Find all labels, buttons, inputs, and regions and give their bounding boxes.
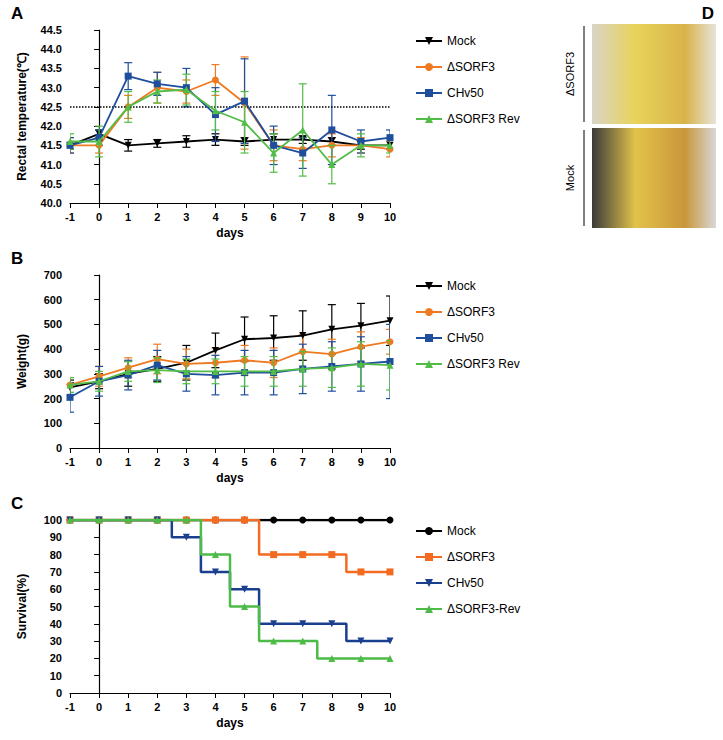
svg-text:600: 600 (44, 294, 62, 306)
svg-text:41.0: 41.0 (41, 159, 62, 171)
svg-text:4: 4 (212, 456, 219, 468)
svg-text:30: 30 (50, 635, 62, 647)
svg-text:0: 0 (56, 442, 62, 454)
svg-text:50: 50 (50, 601, 62, 613)
svg-text:100: 100 (44, 417, 62, 429)
svg-text:-1: -1 (65, 701, 75, 713)
svg-text:10: 10 (384, 456, 396, 468)
svg-text:CHv50: CHv50 (447, 86, 484, 100)
svg-text:C: C (11, 494, 23, 513)
svg-text:4: 4 (212, 701, 219, 713)
svg-text:Mock: Mock (447, 34, 477, 48)
svg-text:43.0: 43.0 (41, 82, 62, 94)
svg-text:43.5: 43.5 (41, 62, 62, 74)
svg-text:Mock: Mock (564, 164, 576, 191)
svg-text:ΔSORF3 Rev: ΔSORF3 Rev (447, 112, 520, 126)
svg-text:20: 20 (50, 652, 62, 664)
svg-text:44.0: 44.0 (41, 43, 62, 55)
svg-text:ΔSORF3: ΔSORF3 (447, 305, 495, 319)
svg-text:days: days (216, 716, 244, 730)
svg-text:8: 8 (329, 456, 335, 468)
svg-text:8: 8 (329, 701, 335, 713)
svg-text:500: 500 (44, 318, 62, 330)
svg-text:2: 2 (154, 456, 160, 468)
svg-text:days: days (216, 471, 244, 485)
svg-text:40: 40 (50, 618, 62, 630)
svg-text:1: 1 (125, 701, 131, 713)
svg-text:80: 80 (50, 549, 62, 561)
svg-text:200: 200 (44, 393, 62, 405)
svg-text:700: 700 (44, 269, 62, 281)
svg-text:5: 5 (241, 456, 247, 468)
svg-text:10: 10 (50, 670, 62, 682)
svg-text:6: 6 (271, 456, 277, 468)
svg-text:ΔSORF3: ΔSORF3 (447, 550, 495, 564)
svg-text:7: 7 (300, 456, 306, 468)
svg-text:3: 3 (183, 211, 189, 223)
svg-text:D: D (702, 4, 714, 23)
svg-text:300: 300 (44, 368, 62, 380)
svg-text:40.0: 40.0 (41, 197, 62, 209)
svg-text:0: 0 (96, 456, 102, 468)
svg-text:0: 0 (96, 211, 102, 223)
svg-text:10: 10 (384, 211, 396, 223)
svg-text:40.5: 40.5 (41, 178, 62, 190)
svg-text:-1: -1 (65, 456, 75, 468)
svg-text:0: 0 (56, 687, 62, 699)
svg-text:0: 0 (96, 701, 102, 713)
svg-text:ΔSORF3: ΔSORF3 (447, 60, 495, 74)
svg-text:9: 9 (358, 211, 364, 223)
svg-text:8: 8 (329, 211, 335, 223)
svg-text:90: 90 (50, 531, 62, 543)
svg-text:42.0: 42.0 (41, 120, 62, 132)
svg-text:7: 7 (300, 701, 306, 713)
svg-text:CHv50: CHv50 (447, 576, 484, 590)
svg-text:Survival(%): Survival(%) (15, 574, 29, 639)
svg-text:7: 7 (300, 211, 306, 223)
svg-text:9: 9 (358, 701, 364, 713)
svg-text:6: 6 (271, 701, 277, 713)
svg-text:Rectal temperature(℃): Rectal temperature(℃) (15, 52, 29, 181)
svg-text:Weight(g): Weight(g) (15, 334, 29, 389)
svg-text:5: 5 (241, 211, 247, 223)
svg-text:4: 4 (212, 211, 219, 223)
svg-text:100: 100 (44, 514, 62, 526)
svg-text:-1: -1 (65, 211, 75, 223)
svg-text:1: 1 (125, 456, 131, 468)
svg-text:ΔSORF3-Rev: ΔSORF3-Rev (447, 602, 520, 616)
svg-text:2: 2 (154, 701, 160, 713)
svg-text:days: days (216, 226, 244, 240)
svg-text:Mock: Mock (447, 279, 477, 293)
svg-text:44.5: 44.5 (41, 24, 62, 36)
svg-text:B: B (11, 249, 23, 268)
svg-text:400: 400 (44, 343, 62, 355)
svg-text:CHv50: CHv50 (447, 331, 484, 345)
svg-text:9: 9 (358, 456, 364, 468)
svg-text:Mock: Mock (447, 524, 477, 538)
svg-text:60: 60 (50, 583, 62, 595)
svg-text:42.5: 42.5 (41, 101, 62, 113)
svg-text:1: 1 (125, 211, 131, 223)
svg-text:2: 2 (154, 211, 160, 223)
svg-text:3: 3 (183, 701, 189, 713)
svg-text:5: 5 (241, 701, 247, 713)
svg-text:3: 3 (183, 456, 189, 468)
svg-text:10: 10 (384, 701, 396, 713)
svg-text:A: A (11, 4, 23, 23)
svg-text:ΔSORF3: ΔSORF3 (564, 52, 576, 96)
svg-text:41.5: 41.5 (41, 139, 62, 151)
svg-text:ΔSORF3 Rev: ΔSORF3 Rev (447, 357, 520, 371)
svg-text:6: 6 (271, 211, 277, 223)
svg-text:70: 70 (50, 566, 62, 578)
